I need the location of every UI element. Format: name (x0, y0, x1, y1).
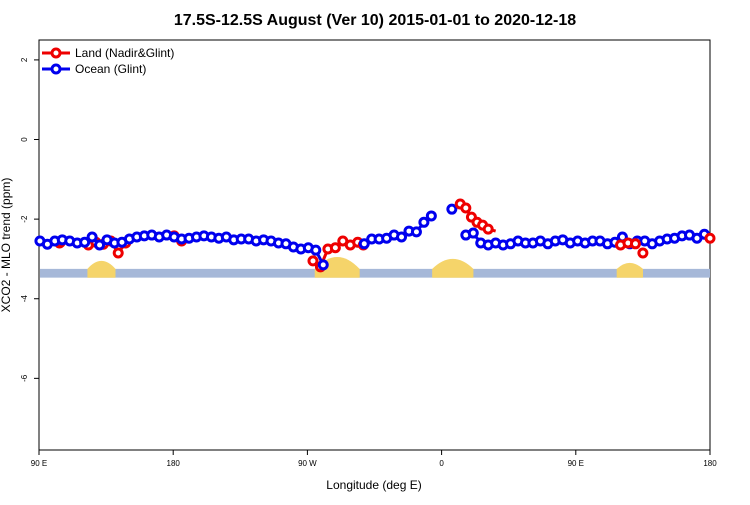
series-layer (34, 198, 716, 273)
y-tick-label-2: -2 (20, 215, 29, 223)
x-tick-label-2: 90 W (298, 459, 317, 468)
ocean-point-0-8 (94, 239, 106, 251)
x-tick-label-4: 90 E (568, 459, 584, 468)
surface-band (40, 256, 710, 278)
land-extra-point-5 (482, 223, 494, 235)
ocean-point-1-0 (358, 238, 370, 250)
ocean-point-1-9 (425, 210, 437, 222)
ocean-point-0-6 (79, 236, 91, 248)
x-tick-label-0: 90 E (31, 459, 47, 468)
ocean-point-0-7 (86, 231, 98, 243)
y-tick-label-4: -6 (20, 374, 29, 382)
land-strip-0 (87, 268, 116, 278)
x-axis-label: Longitude (deg E) (326, 478, 421, 492)
ocean-point-2-0 (446, 203, 458, 215)
land-point-2-3 (329, 242, 341, 254)
legend-ocean-label: Ocean (Glint) (75, 62, 146, 76)
y-tick-label-1: 0 (20, 137, 29, 142)
x-tick-label-3: 0 (439, 459, 444, 468)
land-strip-3 (616, 268, 643, 278)
ocean-point-0-37 (310, 244, 322, 256)
legend: Land (Nadir&Glint) Ocean (Glint) (42, 46, 174, 76)
land-point-2-0 (307, 255, 319, 267)
x-tick-label-5: 180 (703, 459, 717, 468)
ocean-point-1-8 (418, 216, 430, 228)
land-extra-point-8 (629, 238, 641, 250)
land-extra-point-9 (637, 247, 649, 259)
x-axis: 90 E 180 90 W 0 90 E 180 (31, 450, 717, 468)
y-axis: 2 0 -2 -4 -6 (20, 57, 39, 382)
chart-title: 17.5S-12.5S August (Ver 10) 2015-01-01 t… (174, 12, 576, 29)
y-axis-label: XCO2 - MLO trend (ppm) (0, 178, 13, 313)
ocean-band (40, 268, 710, 278)
legend-land-label: Land (Nadir&Glint) (75, 46, 174, 60)
land-point-0-4 (112, 247, 124, 259)
land-extra-point-1 (460, 202, 472, 214)
legend-ocean-marker (50, 63, 62, 75)
y-tick-label-3: -4 (20, 295, 29, 303)
ocean-point-3-1 (467, 227, 479, 239)
land-extra-point-10 (704, 232, 716, 244)
ocean-point-1-7 (410, 226, 422, 238)
ocean-point-1-5 (396, 231, 408, 243)
ocean-point-0-38 (317, 259, 329, 271)
land-strip-2 (432, 268, 474, 278)
x-tick-label-1: 180 (167, 459, 181, 468)
y-tick-label-0: 2 (20, 57, 29, 62)
legend-land-marker (50, 47, 62, 59)
land-strip-1 (314, 268, 360, 278)
